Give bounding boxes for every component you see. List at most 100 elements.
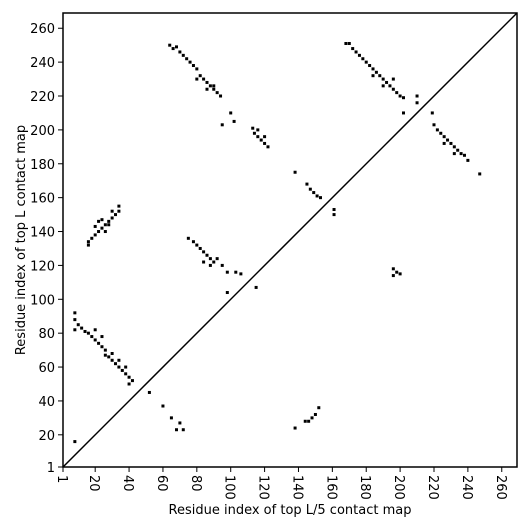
- contact-point: [239, 272, 243, 276]
- contact-point: [205, 80, 209, 84]
- contact-point: [208, 84, 212, 88]
- contact-point: [351, 47, 355, 51]
- diagonal: [62, 12, 518, 468]
- contact-point: [459, 152, 463, 156]
- contact-point: [117, 365, 121, 369]
- x-tick-label: 100: [222, 475, 237, 500]
- y-tick-label: 180: [30, 158, 55, 173]
- contact-point: [181, 428, 185, 432]
- plot-frame: [62, 12, 518, 468]
- contact-point: [202, 77, 206, 81]
- x-tick-label: 200: [391, 475, 406, 500]
- contact-point: [371, 74, 375, 78]
- x-tick-label: 1: [54, 475, 69, 483]
- contact-point: [466, 158, 470, 162]
- contact-point: [388, 84, 392, 88]
- contact-point: [124, 365, 128, 369]
- contact-point: [442, 141, 446, 145]
- contact-point: [432, 123, 436, 127]
- x-tick-label: 60: [154, 475, 169, 492]
- contact-point: [219, 94, 223, 98]
- contact-point: [212, 260, 216, 264]
- contact-point: [305, 182, 309, 186]
- contact-point: [191, 64, 195, 68]
- contact-point: [169, 416, 173, 420]
- contact-point: [234, 270, 238, 274]
- contact-point: [114, 362, 118, 366]
- contact-point: [256, 128, 260, 132]
- contact-point: [251, 126, 255, 130]
- contact-point: [456, 148, 460, 152]
- contact-point: [402, 96, 405, 100]
- contact-point: [161, 404, 165, 408]
- contact-point: [195, 67, 199, 71]
- contact-point: [225, 270, 229, 274]
- contact-point: [127, 382, 131, 386]
- contact-point: [439, 131, 443, 135]
- y-tick-label: 120: [30, 259, 55, 274]
- contact-point: [381, 84, 385, 88]
- contact-point: [100, 226, 104, 230]
- contact-point: [73, 328, 77, 332]
- contact-point: [181, 53, 185, 57]
- contact-point: [307, 419, 311, 423]
- contact-point: [442, 135, 446, 139]
- contact-point: [259, 138, 263, 142]
- contact-point: [100, 345, 104, 349]
- contact-point: [208, 263, 212, 267]
- contact-point: [90, 335, 94, 339]
- x-tick-label: 80: [188, 475, 203, 492]
- contact-point: [232, 119, 236, 123]
- contact-point: [178, 50, 182, 54]
- contact-point: [220, 123, 224, 127]
- contact-point: [178, 421, 182, 425]
- x-tick-label: 180: [357, 475, 372, 500]
- y-tick-label: 40: [38, 395, 55, 410]
- contact-point: [175, 45, 178, 49]
- contact-point: [361, 57, 365, 61]
- contact-point: [215, 91, 219, 95]
- contact-point: [198, 246, 202, 250]
- contact-point: [317, 406, 321, 410]
- contact-point: [263, 141, 267, 145]
- contact-point: [114, 213, 118, 217]
- contact-point: [225, 291, 229, 295]
- contact-point: [93, 224, 97, 228]
- contact-point: [215, 257, 219, 261]
- x-tick-label: 240: [459, 475, 474, 500]
- y-tick-label: 20: [38, 429, 55, 444]
- contact-point: [318, 196, 322, 200]
- contact-point: [303, 419, 307, 423]
- contact-point: [195, 77, 199, 81]
- contact-point: [185, 57, 189, 61]
- contact-point: [449, 141, 453, 145]
- contact-point: [76, 323, 80, 327]
- contact-point: [83, 329, 87, 333]
- contact-point: [97, 341, 101, 345]
- contact-point: [310, 416, 314, 420]
- contact-point: [332, 213, 336, 217]
- contact-point: [452, 152, 456, 156]
- contact-point: [256, 135, 260, 139]
- y-tick-label: 220: [30, 90, 55, 105]
- contact-point: [93, 328, 97, 332]
- contact-point: [97, 230, 101, 234]
- contact-point: [100, 218, 104, 222]
- contact-point: [415, 101, 419, 105]
- contact-point: [478, 172, 482, 176]
- contact-point: [195, 243, 199, 247]
- contact-point: [80, 326, 84, 330]
- contact-point: [168, 43, 172, 47]
- contact-point: [107, 223, 111, 227]
- contact-point: [103, 223, 107, 227]
- contact-point: [398, 272, 402, 276]
- contact-point: [117, 358, 121, 362]
- contact-point: [93, 233, 97, 237]
- contact-point: [446, 138, 450, 142]
- contact-point: [117, 204, 121, 208]
- y-tick-label: 240: [30, 56, 55, 71]
- contact-point: [117, 209, 121, 213]
- contact-point: [462, 153, 466, 157]
- contact-point: [402, 111, 405, 115]
- contact-point: [90, 236, 94, 240]
